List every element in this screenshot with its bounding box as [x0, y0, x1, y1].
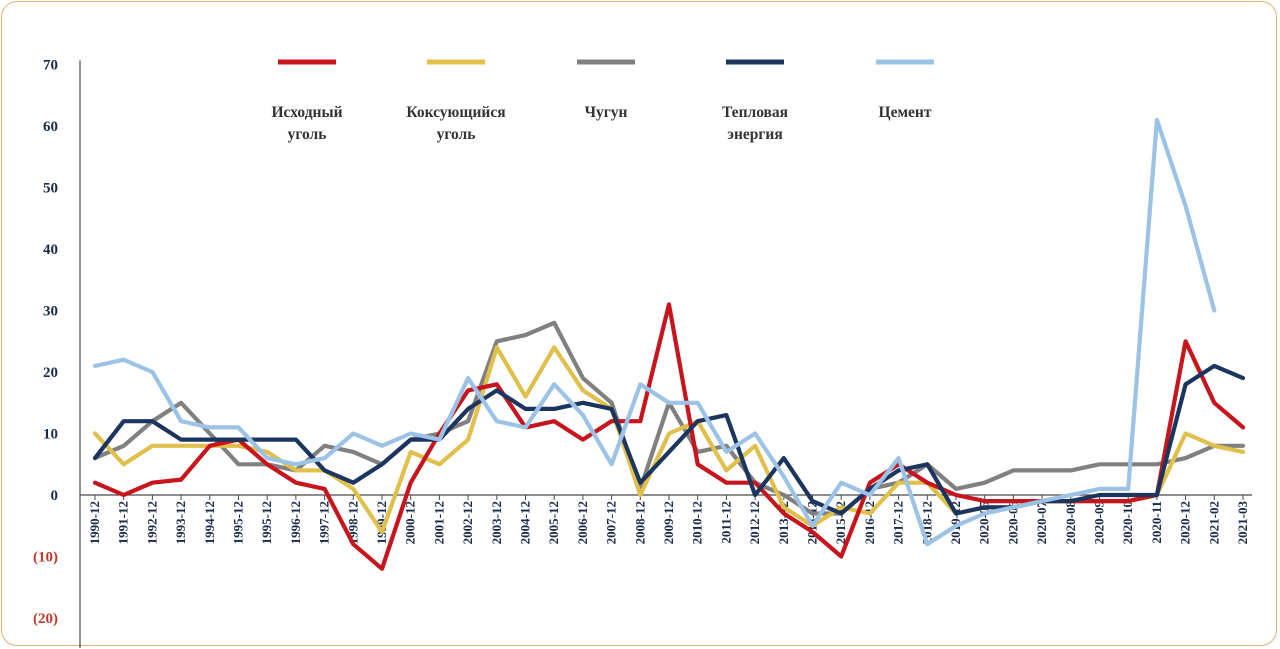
x-tick-label: 2017-12	[891, 501, 906, 544]
x-tick-label: 2008-12	[632, 501, 647, 544]
x-tick-label: 1997-12	[317, 501, 332, 544]
x-tick-label: 1998-12	[345, 501, 360, 544]
x-tick-label: 2009-12	[661, 501, 676, 544]
x-tick-label: 2000-12	[403, 501, 418, 544]
legend-label: Исходный уголь	[272, 104, 343, 143]
legend-label: Цемент	[879, 104, 932, 121]
x-tick-label: 2010-12	[690, 501, 705, 544]
series-line-4	[92, 117, 1217, 547]
axes	[79, 60, 1252, 648]
x-tick-label: 1996-12	[288, 501, 303, 544]
x-tick-label: 2020-12	[1178, 501, 1193, 544]
legend: Исходный уголь Коксующийся уголь Чугун Теплов…	[272, 59, 934, 143]
x-tick-label: 2007-12	[604, 501, 619, 544]
x-tick-label: 2021-02	[1206, 501, 1221, 544]
x-tick-label: 2020-06	[1005, 501, 1020, 545]
y-tick-label: 70	[43, 58, 58, 74]
x-tick-label: 2006-12	[575, 501, 590, 544]
legend-label: Тепловая энергия	[722, 104, 788, 143]
x-tick-label: 2001-12	[431, 501, 446, 544]
y-tick-label: (20)	[33, 611, 58, 627]
x-tick-label: 1995-12	[259, 501, 274, 544]
x-tick-label: 1992-12	[144, 501, 159, 544]
y-tick-label: 0	[51, 488, 59, 504]
series-line-3	[92, 363, 1246, 516]
x-tick-label: 2011-12	[718, 501, 733, 544]
y-tick-label: 30	[43, 304, 58, 320]
x-tick-label: 1991-12	[116, 501, 131, 544]
y-tick-label: 60	[43, 119, 58, 135]
x-tick-label: 2003-12	[489, 501, 504, 544]
x-tick-label: 2012-12	[747, 501, 762, 544]
y-tick-label: 50	[43, 181, 58, 197]
x-tick-label: 1993-12	[173, 501, 188, 544]
x-tick-label: 1990-12	[87, 501, 102, 544]
y-tick-label: 40	[43, 242, 58, 258]
y-tick-label: (10)	[33, 550, 58, 566]
x-tick-label: 2005-12	[546, 501, 561, 544]
x-tick-label: 2020-11	[1149, 501, 1164, 544]
x-tick-label: 1995-12	[231, 501, 246, 544]
x-tick-label: 2020-07	[1034, 501, 1049, 545]
x-tick-label: 2020-09	[1092, 501, 1107, 545]
x-tick-label: 1994-12	[202, 501, 217, 544]
series-line-2	[92, 320, 1246, 516]
legend-label: Чугун	[585, 104, 628, 121]
x-tick-label: 2021-03	[1235, 501, 1250, 545]
series-lines	[92, 117, 1246, 571]
y-tick-label: 10	[43, 427, 58, 443]
x-tick-label: 2020-10	[1120, 501, 1135, 544]
x-tick-label: 2004-12	[518, 501, 533, 544]
x-tick-label: 1999-12	[374, 501, 389, 544]
y-ticks: 70 60 50 40 30 20 10 0 (10) (20)	[33, 58, 58, 628]
x-tick-label: 2002-12	[460, 501, 475, 544]
y-tick-label: 20	[43, 365, 58, 381]
x-tick-label: 2020-08	[1063, 501, 1078, 545]
legend-label: Коксующийся уголь	[406, 104, 505, 143]
